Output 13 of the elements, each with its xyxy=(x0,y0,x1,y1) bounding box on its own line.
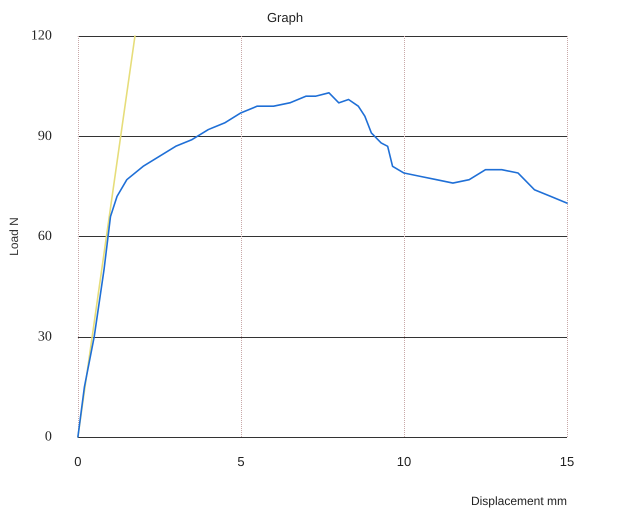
x-tick-label: 5 xyxy=(237,454,245,469)
y-tick-label: 30 xyxy=(38,329,52,344)
y-tick-label: 90 xyxy=(38,128,52,144)
x-tick-label: 0 xyxy=(74,454,82,469)
y-axis-title: Load N xyxy=(7,217,21,256)
y-tick-label: 120 xyxy=(30,28,52,44)
chart-title: Graph xyxy=(266,10,304,25)
y-tick-label: 0 xyxy=(44,430,52,444)
x-tick-label: 10 xyxy=(396,454,412,469)
x-tick-label: 15 xyxy=(560,454,574,469)
x-axis-title: Displacement mm xyxy=(470,494,567,508)
line-series xyxy=(77,92,568,438)
y-tick-label: 60 xyxy=(38,229,52,244)
